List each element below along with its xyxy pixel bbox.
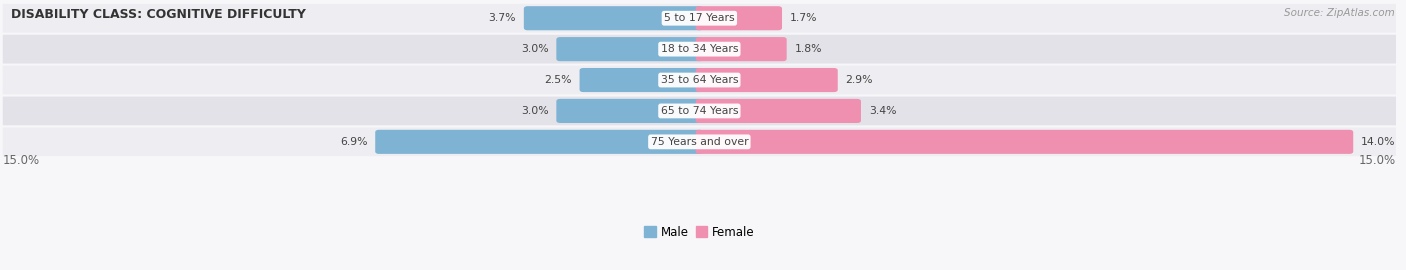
Text: 3.7%: 3.7%	[488, 13, 516, 23]
Text: 3.4%: 3.4%	[869, 106, 897, 116]
Text: 5 to 17 Years: 5 to 17 Years	[664, 13, 735, 23]
FancyBboxPatch shape	[3, 127, 1396, 156]
Text: Source: ZipAtlas.com: Source: ZipAtlas.com	[1284, 8, 1395, 18]
Text: 2.5%: 2.5%	[544, 75, 572, 85]
Text: 15.0%: 15.0%	[3, 154, 39, 167]
Text: 35 to 64 Years: 35 to 64 Years	[661, 75, 738, 85]
FancyBboxPatch shape	[3, 35, 1396, 63]
FancyBboxPatch shape	[557, 37, 703, 61]
FancyBboxPatch shape	[375, 130, 703, 154]
Text: 75 Years and over: 75 Years and over	[651, 137, 748, 147]
FancyBboxPatch shape	[3, 4, 1396, 33]
Text: 65 to 74 Years: 65 to 74 Years	[661, 106, 738, 116]
FancyBboxPatch shape	[696, 68, 838, 92]
FancyBboxPatch shape	[696, 99, 860, 123]
FancyBboxPatch shape	[557, 99, 703, 123]
FancyBboxPatch shape	[3, 97, 1396, 125]
FancyBboxPatch shape	[696, 37, 787, 61]
Text: 2.9%: 2.9%	[845, 75, 873, 85]
Text: 3.0%: 3.0%	[520, 106, 548, 116]
Text: 1.7%: 1.7%	[790, 13, 817, 23]
Legend: Male, Female: Male, Female	[640, 221, 759, 244]
Text: 15.0%: 15.0%	[1358, 154, 1396, 167]
FancyBboxPatch shape	[579, 68, 703, 92]
FancyBboxPatch shape	[696, 130, 1353, 154]
FancyBboxPatch shape	[696, 6, 782, 30]
Text: DISABILITY CLASS: COGNITIVE DIFFICULTY: DISABILITY CLASS: COGNITIVE DIFFICULTY	[11, 8, 307, 21]
Text: 18 to 34 Years: 18 to 34 Years	[661, 44, 738, 54]
FancyBboxPatch shape	[524, 6, 703, 30]
Text: 6.9%: 6.9%	[340, 137, 367, 147]
Text: 3.0%: 3.0%	[520, 44, 548, 54]
Text: 14.0%: 14.0%	[1361, 137, 1396, 147]
FancyBboxPatch shape	[3, 66, 1396, 94]
Text: 1.8%: 1.8%	[794, 44, 823, 54]
